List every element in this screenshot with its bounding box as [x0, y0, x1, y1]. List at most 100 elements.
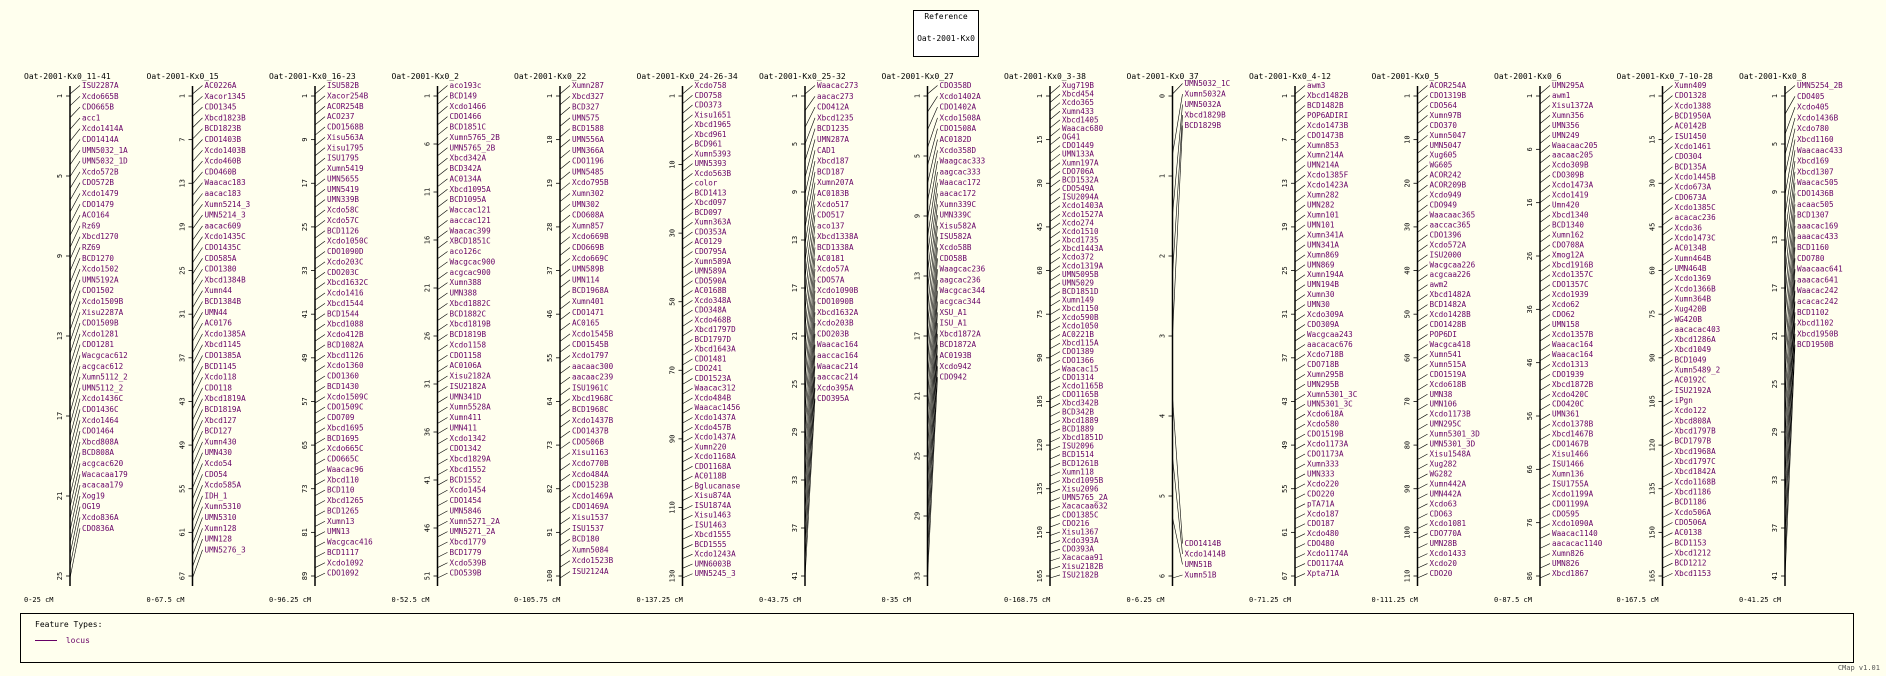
locus-label[interactable]: OG41: [1062, 133, 1081, 142]
locus-label[interactable]: CDO309A: [1307, 320, 1339, 329]
locus-label[interactable]: XSU_A1: [940, 308, 968, 317]
locus-label[interactable]: aacac273: [817, 92, 854, 101]
locus-label[interactable]: Xcdo1939: [1552, 290, 1589, 299]
locus-label[interactable]: Xcdo780: [1797, 124, 1829, 133]
locus-label[interactable]: acacac236: [1675, 213, 1717, 222]
locus-label[interactable]: CDO1389: [1062, 347, 1094, 356]
locus-label[interactable]: UMN575: [572, 113, 599, 122]
locus-label[interactable]: BCD1779: [450, 548, 482, 557]
locus-label[interactable]: Xcdo36: [1675, 223, 1703, 232]
locus-label[interactable]: UMN133A: [1062, 150, 1094, 159]
locus-label[interactable]: CDO706A: [1062, 167, 1094, 176]
locus-label[interactable]: Xbcd1102: [1797, 319, 1834, 328]
locus-label[interactable]: ISU2182B: [1062, 570, 1099, 579]
locus-label[interactable]: Xumn128: [205, 524, 237, 533]
locus-label[interactable]: Xcdo1366B: [1675, 284, 1717, 293]
locus-label[interactable]: Xcdo412B: [327, 330, 364, 339]
locus-label[interactable]: Xumn194A: [1307, 270, 1344, 279]
locus-label[interactable]: BCD1153: [1675, 538, 1707, 547]
map-title[interactable]: Oat-2001-Kx0_37: [1127, 72, 1199, 81]
locus-label[interactable]: UMN128: [205, 535, 233, 544]
locus-label[interactable]: Xbcd1950B: [1797, 329, 1839, 338]
locus-label[interactable]: Xcdo1419: [1552, 191, 1589, 200]
locus-label[interactable]: BCD1270: [82, 254, 114, 263]
locus-label[interactable]: Xug719B: [1062, 81, 1094, 90]
locus-label[interactable]: ISU_A1: [940, 319, 968, 328]
locus-label[interactable]: UMN339B: [327, 195, 359, 204]
locus-label[interactable]: AC0183B: [817, 189, 849, 198]
locus-label[interactable]: BCD342B: [1062, 407, 1094, 416]
locus-label[interactable]: Xbcd1797B: [1675, 427, 1717, 436]
locus-label[interactable]: Xug605: [1430, 151, 1457, 160]
locus-label[interactable]: CDO1402A: [940, 103, 977, 112]
locus-label[interactable]: ISU1537: [572, 524, 604, 533]
locus-label[interactable]: BCD1095A: [450, 195, 487, 204]
locus-label[interactable]: Xcdo1081: [1430, 519, 1467, 528]
locus-label[interactable]: Xbcd1340: [1552, 210, 1589, 219]
locus-label[interactable]: Xcdo1313: [1552, 360, 1589, 369]
locus-label[interactable]: CDO395A: [817, 394, 849, 403]
locus-label[interactable]: Xumn282: [1307, 191, 1339, 200]
locus-label[interactable]: CDO1519A: [1430, 370, 1467, 379]
locus-label[interactable]: BCD1482B: [1307, 101, 1344, 110]
locus-label[interactable]: Xmog12A: [1552, 250, 1584, 259]
locus-label[interactable]: UMN249: [1552, 131, 1580, 140]
locus-label[interactable]: Xbcd1186: [1675, 488, 1712, 497]
locus-label[interactable]: Xumn356: [1552, 111, 1584, 120]
map-title[interactable]: Oat-2001-Kx0_11-41: [24, 72, 111, 81]
locus-label[interactable]: BCD1338A: [817, 243, 854, 252]
locus-label[interactable]: Xumn363A: [695, 218, 732, 227]
locus-label[interactable]: Xisu1548A: [1430, 450, 1472, 459]
locus-label[interactable]: CDO709: [327, 413, 355, 422]
locus-label[interactable]: Xcdo1479: [82, 189, 119, 198]
locus-label[interactable]: XBCD1851C: [450, 237, 491, 246]
map-title[interactable]: Oat-2001-Kx0_27: [882, 72, 954, 81]
locus-label[interactable]: Xcdo1464: [82, 416, 119, 425]
map-column[interactable]: Oat-2001-Kx0_20-52.5 cM16111621263136414…: [392, 72, 501, 604]
locus-label[interactable]: UMN556A: [572, 135, 604, 144]
locus-label[interactable]: Xbcd1286A: [1675, 335, 1717, 344]
locus-label[interactable]: UMN44: [205, 308, 228, 317]
locus-label[interactable]: CDO1939: [1552, 370, 1584, 379]
locus-label[interactable]: Xbcd110: [327, 475, 359, 484]
locus-label[interactable]: Xbcd1695: [327, 423, 364, 432]
locus-label[interactable]: Waccac121: [450, 206, 492, 215]
locus-label[interactable]: CDO1473B: [1307, 131, 1344, 140]
locus-label[interactable]: CDO942: [940, 373, 967, 382]
locus-label[interactable]: Xcdo1092: [327, 558, 364, 567]
locus-label[interactable]: CDO1545B: [572, 340, 609, 349]
locus-label[interactable]: Xumn5214_3: [205, 200, 251, 209]
map-column[interactable]: Oat-2001-Kx0_15 0-67.5 cM 1 7 13 19 25 31 37 43 49…: [147, 72, 251, 604]
locus-label[interactable]: Xbcd1145: [205, 340, 242, 349]
locus-label[interactable]: CDO1165B: [1062, 390, 1099, 399]
locus-label[interactable]: ACOR242: [1430, 171, 1462, 180]
locus-label[interactable]: Xbcd1632C: [327, 278, 368, 287]
locus-label[interactable]: BCD1695: [327, 434, 359, 443]
locus-label[interactable]: Xumn197A: [1062, 158, 1099, 167]
locus-label[interactable]: Waagcac333: [940, 157, 986, 166]
locus-label[interactable]: CDO58B: [940, 254, 968, 263]
locus-label[interactable]: Xcdo1445B: [1675, 172, 1717, 181]
locus-label[interactable]: Waacac399: [450, 226, 492, 235]
locus-label[interactable]: Xbcd127: [205, 416, 237, 425]
locus-label[interactable]: UMN5276_3: [205, 545, 246, 554]
locus-label[interactable]: UMN106: [1430, 400, 1458, 409]
locus-label[interactable]: Xcdo1435C: [205, 232, 246, 241]
map-column[interactable]: Oat-2001-Kx0_22 0-105.75 cM 1 10 19 28 37 46 55 6…: [514, 72, 614, 604]
locus-label[interactable]: Xcdo665C: [327, 444, 364, 453]
locus-label[interactable]: BCD327: [572, 103, 599, 112]
locus-label[interactable]: Xumn430: [205, 437, 237, 446]
locus-label[interactable]: Xbcd1482A: [1430, 290, 1472, 299]
locus-label[interactable]: Xumn5393: [695, 149, 732, 158]
reference-box[interactable]: Reference Oat-2001-Kx0: [913, 10, 979, 57]
locus-label[interactable]: Xcdo1545B: [572, 329, 614, 338]
locus-label[interactable]: Xumn30: [1307, 290, 1335, 299]
locus-label[interactable]: Xcdo1510: [1062, 227, 1099, 236]
locus-label[interactable]: Xacacaa632: [1062, 502, 1108, 511]
locus-label[interactable]: BCD1212: [1675, 559, 1707, 568]
locus-label[interactable]: color: [695, 179, 718, 188]
locus-label[interactable]: Xbcd1338A: [817, 232, 859, 241]
locus-label[interactable]: Xcdo62: [1552, 300, 1579, 309]
locus-label[interactable]: UMN5214_3: [205, 211, 246, 220]
locus-label[interactable]: Xbcd097: [695, 198, 727, 207]
